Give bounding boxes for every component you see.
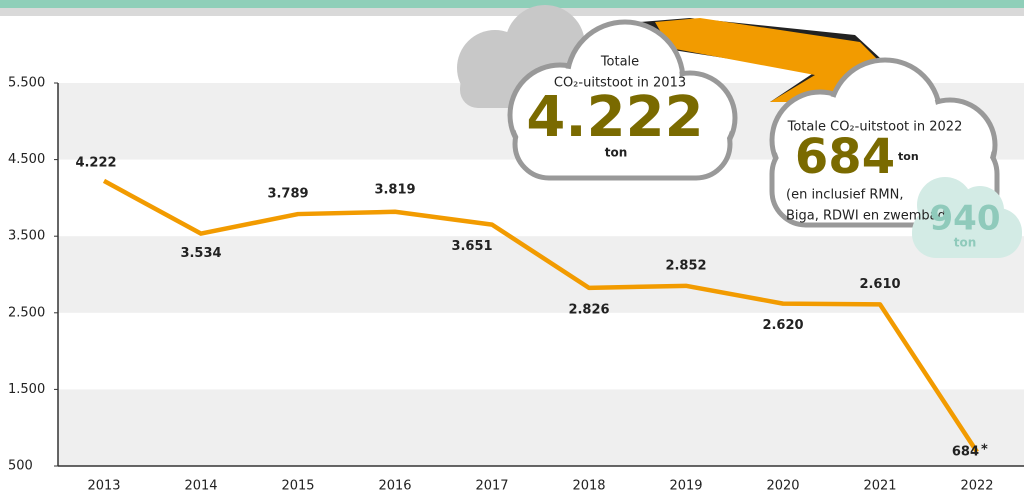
- y-tick-label: 1.500: [8, 382, 45, 397]
- y-tick-label: 5.500: [8, 76, 45, 91]
- band: [58, 389, 1024, 466]
- value-label: 3.534: [180, 246, 221, 261]
- y-tick-label: 3.500: [8, 229, 45, 244]
- x-tick-label: 2022: [960, 479, 993, 492]
- cloud-value: 940: [930, 199, 1001, 239]
- value-label: 2.620: [762, 318, 803, 333]
- value-label: 2.826: [568, 302, 609, 317]
- top-bar-shadow: [0, 8, 1024, 16]
- y-tick-label: 4.500: [8, 152, 45, 167]
- cloud-value: 684: [795, 129, 895, 185]
- x-tick-label: 2015: [281, 479, 314, 492]
- x-tick-label: 2016: [378, 479, 411, 492]
- cloud-value: 4.222: [526, 85, 703, 150]
- chart: 500 1.500 2.500 3.500 4.500 5.500 2013 4.222 201…: [0, 0, 1024, 492]
- value-label: 3.819: [374, 182, 415, 197]
- x-tick-label: 2013: [87, 479, 120, 492]
- value-label: 3.789: [267, 187, 308, 202]
- value-label: 4.222: [75, 155, 116, 170]
- value-label: 684: [952, 444, 979, 459]
- cloud-note: (en inclusief RMN,: [786, 188, 904, 203]
- x-tick-label: 2020: [766, 479, 799, 492]
- value-label: 2.610: [859, 277, 900, 292]
- cloud-unit: ton: [898, 150, 919, 163]
- cloud-unit: ton: [954, 236, 977, 250]
- value-label: 2.852: [665, 258, 706, 273]
- top-bar: [0, 0, 1024, 8]
- x-tick-label: 2021: [863, 479, 896, 492]
- footnote-marker: *: [981, 442, 988, 457]
- cloud-unit: ton: [605, 146, 628, 160]
- cloud-note: Biga, RDWI en zwembad:: [786, 209, 950, 224]
- x-tick-label: 2019: [669, 479, 702, 492]
- y-tick-label: 500: [8, 459, 33, 474]
- y-tick-label: 2.500: [8, 305, 45, 320]
- x-tick-label: 2018: [572, 479, 605, 492]
- value-label: 3.651: [451, 239, 492, 254]
- x-tick-label: 2017: [475, 479, 508, 492]
- cloud-text: Totale: [600, 55, 639, 70]
- x-tick-label: 2014: [184, 479, 217, 492]
